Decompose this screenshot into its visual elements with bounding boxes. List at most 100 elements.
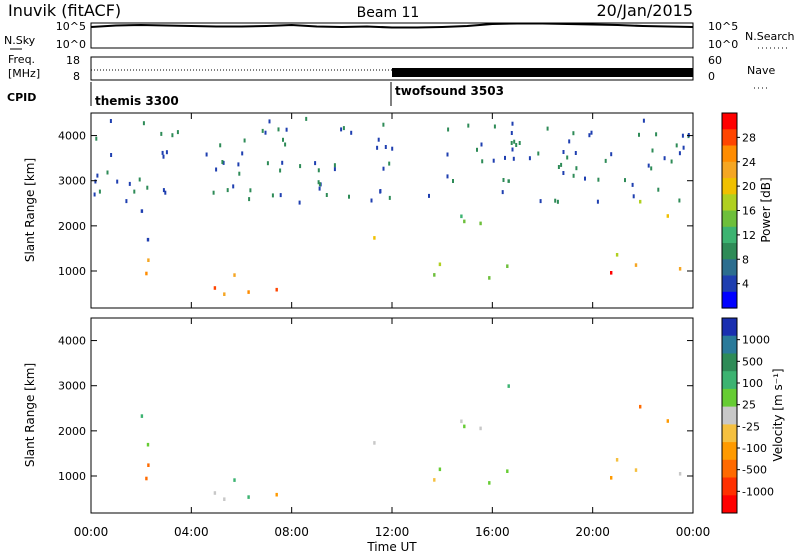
power-cell xyxy=(510,131,513,135)
nave-label: Nave xyxy=(747,64,775,77)
power-cell xyxy=(391,146,394,151)
power-cell xyxy=(241,151,244,156)
velocity-cell xyxy=(223,497,226,501)
colorbar-label: -500 xyxy=(742,464,767,477)
power-cell xyxy=(138,177,141,182)
power-cell xyxy=(333,163,336,168)
colorbar-swatch xyxy=(722,406,737,425)
power-cell xyxy=(460,214,463,219)
power-cell xyxy=(575,166,578,171)
power-cell xyxy=(631,182,634,187)
power-cell xyxy=(95,136,98,141)
power-cell xyxy=(93,192,96,197)
power-cell xyxy=(277,127,280,132)
power-cell xyxy=(481,159,484,164)
power-cell xyxy=(317,168,320,173)
power-cell xyxy=(438,262,442,267)
power-cell xyxy=(285,127,288,132)
power-cell xyxy=(492,158,495,163)
power-cell xyxy=(94,179,97,184)
power-cell xyxy=(279,193,282,198)
power-cell xyxy=(675,143,678,148)
power-cell xyxy=(528,156,531,161)
colorbar-swatch xyxy=(722,243,737,260)
power-yticks: 4000 3000 2000 1000 xyxy=(58,130,693,278)
nave-block xyxy=(392,68,693,77)
power-cell xyxy=(678,151,681,156)
power-cell xyxy=(678,267,682,271)
power-cell xyxy=(574,151,577,155)
power-cell xyxy=(226,188,229,193)
power-cell xyxy=(237,162,240,167)
freq-label-2: [MHz] xyxy=(8,67,40,80)
velocity-cell xyxy=(233,478,236,482)
power-cell xyxy=(133,189,136,194)
colorbar-label: -1000 xyxy=(742,485,774,498)
nsearch-tick-bottom: 10^0 xyxy=(708,38,738,51)
power-cell xyxy=(317,180,320,185)
power-cell xyxy=(624,178,626,183)
power-cell xyxy=(566,155,569,160)
velocity-frame xyxy=(90,317,694,514)
power-cell xyxy=(502,178,505,182)
colorbar-swatch xyxy=(722,388,737,408)
power-cell xyxy=(318,186,321,191)
power-cell xyxy=(446,152,449,157)
colorbar-swatch xyxy=(722,335,737,354)
power-cell xyxy=(597,177,600,182)
colorbar-swatch xyxy=(722,459,737,478)
colorbar-frame xyxy=(721,317,738,514)
power-cell xyxy=(518,141,521,145)
power-cell xyxy=(504,155,506,160)
power-cell xyxy=(238,171,241,176)
power-cell xyxy=(554,198,557,203)
power-cell xyxy=(109,119,112,123)
power-cell xyxy=(639,199,642,204)
power-cell xyxy=(205,152,208,157)
power-cell xyxy=(584,176,586,181)
velocity-cell xyxy=(140,414,144,418)
colorbar-swatch xyxy=(722,477,737,496)
power-cell xyxy=(268,119,271,124)
power-cell xyxy=(219,143,222,148)
colorbar-label: 100 xyxy=(742,377,763,390)
power-cell xyxy=(266,161,269,166)
velocity-ylabel: Slant Range [km] xyxy=(23,363,37,467)
power-cell xyxy=(261,128,264,133)
nsky-label: N.Sky xyxy=(4,34,36,47)
power-cell xyxy=(562,171,565,175)
colorbar-swatch xyxy=(722,442,737,461)
x-axis: 00:00 04:00 08:00 12:00 16:00 20:00 00:00 xyxy=(74,113,710,539)
power-cell xyxy=(164,190,167,195)
velocity-cell xyxy=(479,426,482,431)
power-cell xyxy=(373,236,376,240)
power-cell xyxy=(510,141,513,145)
velocity-cell xyxy=(488,481,491,485)
power-cell xyxy=(511,147,514,152)
velocity-cell xyxy=(507,384,510,388)
power-cell xyxy=(142,121,145,126)
power-cell xyxy=(176,130,179,135)
power-cell xyxy=(98,189,101,194)
power-scatter xyxy=(93,116,690,296)
velocity-cell xyxy=(146,442,150,447)
power-cell xyxy=(388,161,391,166)
xtick-label: 20:00 xyxy=(575,525,610,539)
power-cell xyxy=(546,126,549,131)
power-cell xyxy=(446,174,449,179)
x-axis-label: Time UT xyxy=(366,540,417,554)
power-cell xyxy=(687,133,690,137)
nsky-tick-top: 10^5 xyxy=(56,20,86,33)
power-cell xyxy=(275,287,278,292)
power-cell xyxy=(281,160,284,165)
power-cell xyxy=(610,271,613,275)
date-title: 20/Jan/2015 xyxy=(596,1,693,20)
power-cell xyxy=(433,273,436,277)
power-cell xyxy=(215,167,218,172)
power-cell xyxy=(243,138,246,143)
colorbar-label: 8 xyxy=(742,253,749,266)
power-cell xyxy=(145,271,148,276)
power-cell xyxy=(284,142,287,147)
power-cell xyxy=(377,137,380,142)
power-cell xyxy=(650,166,653,171)
